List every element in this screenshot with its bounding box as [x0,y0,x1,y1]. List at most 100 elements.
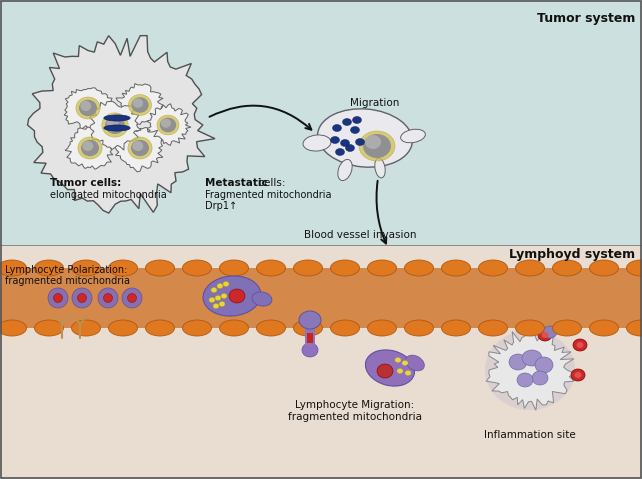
Bar [305,326,315,346]
Ellipse shape [575,372,582,378]
Bar [0,245,642,479]
Ellipse shape [522,350,542,366]
Ellipse shape [128,94,152,115]
Ellipse shape [367,260,397,276]
Ellipse shape [53,294,62,303]
Ellipse shape [485,330,575,410]
Ellipse shape [131,140,149,156]
Ellipse shape [78,137,102,159]
Text: elongated mitochondria: elongated mitochondria [50,190,167,200]
Ellipse shape [293,260,322,276]
Ellipse shape [219,301,225,307]
Ellipse shape [538,329,552,341]
Ellipse shape [257,320,286,336]
Ellipse shape [182,260,211,276]
Ellipse shape [377,364,393,378]
Text: Blood vessel invasion: Blood vessel invasion [304,230,416,240]
Ellipse shape [589,260,618,276]
Ellipse shape [553,320,582,336]
Ellipse shape [213,304,219,308]
Ellipse shape [35,320,64,336]
Ellipse shape [215,296,221,300]
Ellipse shape [359,131,395,161]
Ellipse shape [402,361,408,365]
Ellipse shape [105,116,125,134]
Text: Tumor cells:: Tumor cells: [50,178,121,188]
Ellipse shape [132,141,143,151]
Ellipse shape [104,125,130,131]
Ellipse shape [406,355,424,371]
Ellipse shape [351,126,360,134]
Ellipse shape [128,294,137,303]
Ellipse shape [220,320,248,336]
Ellipse shape [223,282,229,286]
Text: Lymphocyte Migration:: Lymphocyte Migration: [295,400,415,410]
Polygon shape [64,88,113,130]
Ellipse shape [331,137,340,144]
Ellipse shape [442,320,471,336]
Ellipse shape [157,115,179,135]
Polygon shape [486,331,575,410]
Ellipse shape [220,260,248,276]
Polygon shape [115,127,163,172]
Ellipse shape [543,326,557,338]
Ellipse shape [48,288,68,308]
Text: Drp1↑: Drp1↑ [205,201,237,211]
Bar [307,333,313,343]
Ellipse shape [98,288,118,308]
Text: Tumor system: Tumor system [537,12,635,25]
Ellipse shape [257,260,286,276]
Ellipse shape [146,260,175,276]
Polygon shape [146,103,191,146]
Ellipse shape [103,294,112,303]
Ellipse shape [0,320,26,336]
Polygon shape [90,101,141,150]
Ellipse shape [104,115,130,121]
Ellipse shape [72,288,92,308]
Ellipse shape [338,160,352,181]
Ellipse shape [365,135,381,149]
Ellipse shape [122,288,142,308]
Text: Inflammation site: Inflammation site [484,430,576,440]
Ellipse shape [442,260,471,276]
Text: Metastatic: Metastatic [205,178,268,188]
Ellipse shape [627,320,642,336]
Text: fragmented mitochondria: fragmented mitochondria [288,412,422,422]
Ellipse shape [107,117,119,128]
Ellipse shape [478,320,507,336]
Ellipse shape [395,357,401,363]
Ellipse shape [229,289,245,303]
Ellipse shape [589,320,618,336]
Ellipse shape [182,320,211,336]
Ellipse shape [365,350,415,386]
Ellipse shape [333,125,342,132]
Ellipse shape [71,320,101,336]
Polygon shape [65,127,116,169]
Ellipse shape [80,101,91,111]
Ellipse shape [577,342,584,348]
Bar [0,268,642,328]
Ellipse shape [79,100,97,116]
Ellipse shape [405,370,411,376]
Ellipse shape [318,109,412,167]
Text: fragmented mitochondria: fragmented mitochondria [5,276,130,286]
Ellipse shape [363,134,391,158]
Text: Fragmented mitochondria: Fragmented mitochondria [205,190,331,200]
Ellipse shape [340,139,349,147]
Ellipse shape [516,320,544,336]
Ellipse shape [302,343,318,357]
Ellipse shape [217,284,223,288]
Ellipse shape [627,260,642,276]
Ellipse shape [132,97,148,113]
Ellipse shape [128,137,152,159]
Text: Lymphoyd system: Lymphoyd system [509,248,635,261]
Ellipse shape [108,260,137,276]
Ellipse shape [252,292,272,306]
Ellipse shape [82,141,93,151]
Ellipse shape [571,369,585,381]
Ellipse shape [553,260,582,276]
Ellipse shape [161,119,171,128]
Ellipse shape [541,332,548,338]
Ellipse shape [209,297,215,303]
Ellipse shape [0,260,26,276]
